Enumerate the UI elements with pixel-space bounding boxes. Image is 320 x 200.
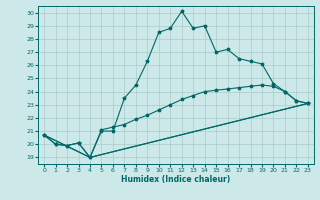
X-axis label: Humidex (Indice chaleur): Humidex (Indice chaleur): [121, 175, 231, 184]
